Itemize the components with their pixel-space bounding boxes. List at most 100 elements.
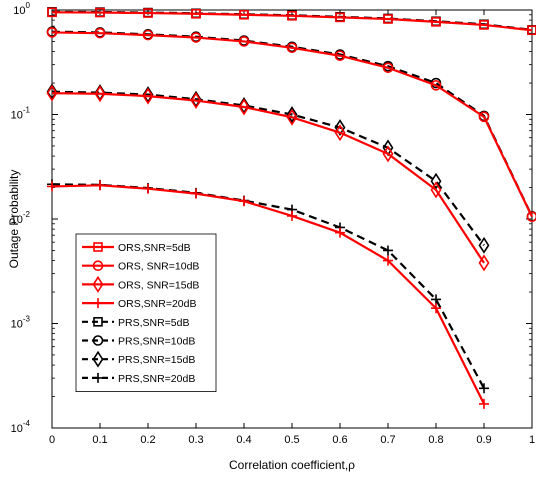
x-tick-label: 0.1: [92, 434, 107, 446]
legend-swatch-marker: [92, 260, 104, 272]
legend-label: ORS, SNR=10dB: [118, 261, 199, 273]
data-point: [191, 8, 201, 19]
data-point: [239, 9, 249, 20]
data-point: [334, 119, 346, 137]
series-3: [46, 84, 490, 272]
series-1: [47, 7, 536, 36]
series-line: [51, 92, 485, 264]
legend-entry: PRS,SNR=20dB: [82, 373, 195, 385]
legend-label: PRS,SNR=20dB: [118, 373, 195, 385]
data-point: [431, 17, 441, 27]
data-point: [431, 294, 441, 305]
data-point: [430, 172, 442, 190]
data-point: [239, 196, 249, 207]
data-point: [46, 84, 58, 102]
data-point: [430, 181, 442, 199]
data-point: [383, 255, 393, 266]
data-point: [94, 85, 106, 103]
data-point: [95, 180, 105, 191]
data-point: [382, 145, 394, 163]
x-tick-label: 0.6: [332, 434, 347, 446]
legend-swatch-marker: [93, 316, 103, 327]
data-point: [287, 210, 297, 221]
x-tick-label: 0.8: [428, 434, 443, 446]
series-line: [51, 31, 533, 218]
x-tick-label: 1: [529, 434, 535, 446]
y-tick-label: 100: [13, 1, 30, 17]
data-point: [479, 20, 489, 30]
legend-label: ORS,SNR=5dB: [118, 242, 191, 254]
data-point: [287, 11, 297, 21]
data-point: [286, 42, 298, 54]
data-point: [478, 236, 490, 254]
data-point: [334, 124, 346, 142]
data-point: [526, 211, 536, 223]
series-4: [47, 180, 489, 409]
data-point: [190, 32, 202, 43]
series-line: [51, 11, 533, 32]
data-point: [431, 303, 441, 314]
data-point: [430, 80, 442, 91]
series-layer: [46, 7, 536, 409]
x-tick-label: 0.3: [188, 434, 203, 446]
legend-entry: PRS,SNR=5dB: [82, 317, 190, 329]
y-tick-label: 10-2: [11, 210, 31, 226]
data-point: [95, 7, 105, 18]
data-point: [191, 188, 201, 199]
data-point: [47, 181, 57, 192]
data-point: [143, 183, 153, 194]
x-tick-label: 0.7: [380, 434, 395, 446]
data-point: [142, 29, 154, 41]
legend-label: PRS,SNR=15dB: [118, 354, 195, 366]
data-point: [190, 92, 202, 110]
y-tick-label: 10-4: [11, 419, 31, 435]
data-point: [479, 398, 489, 409]
legend-swatch-marker: [93, 298, 103, 309]
legend-swatch-marker: [93, 372, 103, 383]
data-point: [382, 62, 394, 74]
x-tick-label: 0.4: [236, 434, 251, 446]
series-2: [46, 27, 536, 223]
y-tick-label: 10-3: [11, 315, 31, 331]
data-point: [143, 8, 153, 18]
data-point: [94, 27, 106, 39]
data-point: [142, 87, 154, 105]
legend-entry: ORS, SNR=15dB: [82, 275, 199, 293]
data-point: [46, 27, 58, 38]
legend-label: PRS,SNR=5dB: [118, 317, 190, 329]
data-point: [286, 106, 298, 123]
legend-entry: PRS,SNR=10dB: [82, 335, 195, 348]
legend-swatch-marker: [93, 242, 103, 252]
series-line: [51, 184, 485, 405]
data-point: [142, 86, 154, 104]
legend-label: ORS, SNR=15dB: [118, 279, 199, 291]
legend-swatch-marker: [92, 275, 104, 293]
data-point: [383, 14, 393, 24]
data-point: [479, 383, 489, 394]
data-point: [335, 227, 345, 238]
data-point: [478, 111, 490, 123]
series-line: [51, 90, 485, 246]
x-axis-label: Correlation coefficient,ρ: [229, 458, 355, 472]
legend-entry: ORS,SNR=20dB: [82, 298, 197, 310]
x-tick-label: 0: [49, 434, 55, 446]
legend: ORS,SNR=5dB ORS, SNR=10dB ORS, SNR=15dB ORS…: [75, 233, 217, 393]
data-point: [334, 50, 346, 62]
data-point: [238, 36, 250, 47]
data-point: [238, 96, 250, 114]
data-point: [527, 25, 536, 36]
legend-label: PRS,SNR=10dB: [118, 336, 195, 348]
data-point: [286, 108, 298, 126]
x-tick-label: 0.5: [284, 434, 299, 446]
data-point: [383, 245, 393, 256]
y-tick-label: 10-1: [11, 106, 31, 122]
legend-entry: ORS, SNR=10dB: [82, 260, 199, 273]
legend-swatch-marker: [92, 350, 104, 368]
data-point: [478, 254, 490, 272]
legend-box: [75, 233, 217, 393]
legend-entry: PRS,SNR=15dB: [82, 350, 195, 368]
y-axis-label: Outage Probability: [7, 170, 21, 269]
x-tick-label: 0.9: [476, 434, 491, 446]
data-point: [238, 98, 250, 116]
